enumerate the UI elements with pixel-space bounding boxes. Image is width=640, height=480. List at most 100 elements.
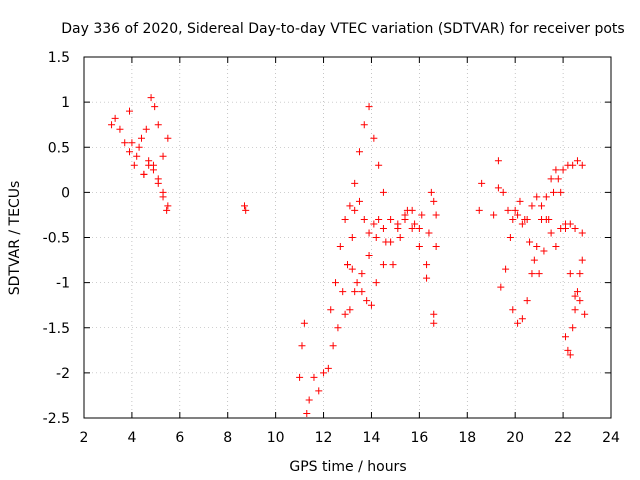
data-point (514, 211, 522, 219)
data-point (394, 220, 402, 228)
series-arc-m (494, 157, 586, 251)
data-point (163, 206, 171, 214)
x-tick-label: 4 (127, 430, 136, 446)
data-point (538, 202, 546, 210)
data-point (528, 202, 536, 210)
data-point (154, 179, 162, 187)
data-point (147, 94, 155, 102)
data-point (300, 319, 308, 327)
data-point (348, 234, 356, 241)
data-point (521, 215, 529, 223)
data-point (509, 306, 517, 314)
data-point (379, 261, 387, 269)
tick-labels: 2 4 6 8 10 12 14 16 18 20 22 241.510.50-0.5-1-1.5-2… (43, 50, 620, 446)
data-point (379, 188, 387, 196)
data-point (365, 103, 373, 111)
x-tick-label: 16 (410, 430, 428, 446)
data-point (554, 175, 562, 183)
x-tick-label: 8 (223, 430, 232, 446)
data-point (145, 157, 153, 165)
data-point (360, 121, 368, 129)
data-point (408, 224, 416, 232)
series-arc-p (561, 256, 586, 359)
data-point (164, 202, 172, 210)
data-point (430, 197, 438, 205)
data-point (358, 270, 366, 278)
data-point (573, 288, 581, 296)
data-point (540, 247, 548, 255)
data-point (351, 179, 359, 187)
data-point (566, 270, 574, 278)
series-arc-l (475, 179, 502, 219)
data-point (372, 234, 380, 241)
series-arc-g (327, 197, 440, 314)
data-point (130, 161, 138, 169)
data-point (578, 161, 586, 169)
data-point (526, 238, 534, 246)
data-point (344, 261, 351, 269)
data-point (296, 373, 304, 381)
y-tick-label: 0 (61, 185, 70, 201)
data-point (164, 134, 172, 142)
data-point (108, 121, 116, 129)
data-point (341, 215, 349, 223)
data-point (334, 324, 342, 332)
data-point (415, 224, 423, 232)
data-point (418, 211, 426, 219)
data-point (511, 206, 519, 214)
axis-ticks (83, 56, 612, 419)
data-point (506, 234, 514, 241)
y-tick-label: -1.5 (43, 321, 70, 337)
series-arc-k (427, 188, 440, 219)
x-tick-label: 24 (602, 430, 620, 446)
x-tick-label: 14 (363, 430, 381, 446)
data-point (375, 215, 383, 223)
x-tick-label: 6 (175, 430, 184, 446)
data-point (490, 211, 498, 219)
x-tick-label: 10 (267, 430, 285, 446)
y-axis-label: SDTVAR / TECUs (7, 181, 23, 296)
data-point (159, 152, 167, 160)
data-point (135, 143, 143, 151)
data-point (502, 265, 510, 273)
data-point (149, 161, 157, 169)
data-point (332, 279, 340, 287)
data-point (151, 103, 159, 111)
data-point (475, 206, 483, 214)
data-point (411, 220, 419, 228)
data-point (242, 206, 250, 214)
data-point (305, 396, 313, 404)
data-point (346, 202, 354, 210)
data-point (533, 193, 541, 201)
series-arc-n (497, 157, 586, 291)
chart-title: Day 336 of 2020, Sidereal Day-to-day VTE… (61, 21, 624, 37)
data-point (530, 256, 538, 264)
data-point (547, 175, 555, 183)
data-point (355, 148, 363, 156)
data-point (571, 292, 579, 300)
data-point (509, 215, 517, 223)
data-point (142, 125, 150, 133)
data-point (336, 243, 344, 251)
data-point (367, 301, 375, 309)
data-point (576, 297, 584, 305)
data-point (538, 215, 546, 223)
data-point (425, 229, 433, 237)
data-point (154, 121, 162, 129)
data-point (573, 157, 581, 165)
x-tick-label: 22 (554, 430, 572, 446)
y-tick-label: -1 (56, 276, 70, 292)
x-tick-label: 12 (315, 430, 333, 446)
data-point (533, 243, 541, 251)
data-point (126, 107, 134, 115)
data-point (324, 364, 332, 372)
series-arc-b (126, 94, 172, 160)
series-arc-e (296, 319, 308, 381)
data-point (523, 297, 531, 305)
data-point (126, 148, 134, 156)
data-point (528, 270, 536, 278)
data-point (121, 139, 129, 147)
data-point (387, 238, 395, 246)
data-point (499, 188, 507, 196)
series-arc-c (140, 157, 171, 214)
